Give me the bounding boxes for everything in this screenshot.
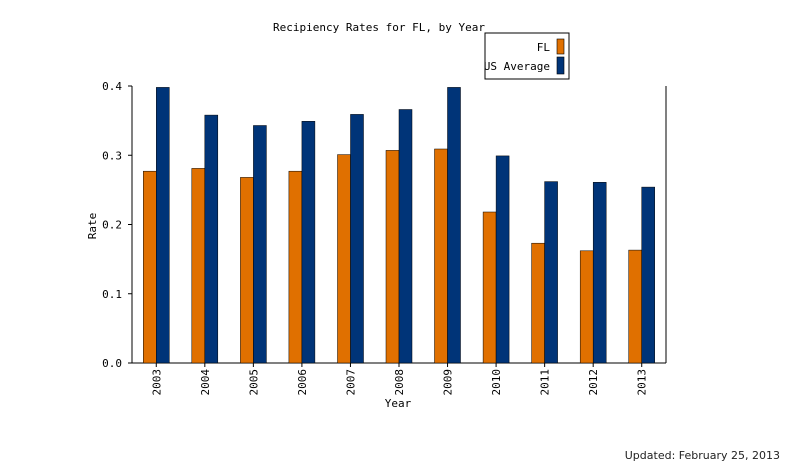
bar-fl	[337, 154, 351, 364]
bar-us-average	[544, 181, 558, 364]
x-tick-label: 2005	[247, 369, 260, 396]
legend-swatch-us-average	[556, 56, 565, 75]
bar-us-average	[301, 121, 316, 364]
bar-fl	[191, 168, 206, 364]
bar-fl	[482, 211, 497, 364]
bar-chart: Recipiency Rates for FL, by Year 0.00.10…	[86, 21, 667, 410]
bar-us-average	[204, 114, 219, 364]
chart-title: Recipiency Rates for FL, by Year	[273, 21, 485, 34]
updated-timestamp: Updated: February 25, 2013	[624, 449, 780, 462]
bar-fl	[579, 250, 594, 364]
bar-us-average	[641, 186, 655, 364]
bar-fl	[531, 242, 545, 364]
bar-fl	[288, 170, 303, 364]
x-tick-label: 2013	[636, 369, 649, 396]
y-tick-label: 0.1	[102, 288, 122, 301]
x-tick-label: 2012	[587, 369, 600, 396]
x-axis-ticks: 2003 2004 2005 2006 2007 2008 2009 2010 2011 2012…	[150, 363, 649, 396]
legend: FL US Average	[484, 32, 570, 80]
y-tick-label: 0.3	[102, 149, 122, 162]
x-tick-label: 2008	[393, 369, 406, 396]
y-tick-label: 0.4	[102, 80, 122, 93]
bar-us-average	[350, 114, 364, 364]
x-tick-label: 2007	[345, 369, 358, 396]
legend-label-fl: FL	[537, 41, 551, 54]
x-tick-label: 2009	[442, 369, 455, 396]
bar-us-average	[592, 182, 607, 364]
y-axis-ticks: 0.0 0.1 0.2 0.3 0.4	[102, 80, 132, 370]
bar-fl	[385, 150, 400, 364]
y-tick-label: 0.0	[102, 357, 122, 370]
bar-us-average	[447, 87, 461, 364]
bar-fl	[240, 177, 254, 364]
legend-box	[484, 32, 570, 80]
footer	[0, 430, 786, 466]
bar-fl	[434, 148, 448, 364]
bar-us-average	[398, 109, 413, 364]
bar-us-average	[156, 87, 170, 364]
y-tick-label: 0.2	[102, 219, 122, 232]
x-tick-label: 2003	[150, 369, 163, 396]
legend-label-us-average: US Average	[484, 60, 550, 73]
bar-us-average	[495, 155, 510, 364]
bars	[143, 87, 655, 364]
x-tick-label: 2006	[296, 369, 309, 396]
bar-fl	[628, 249, 642, 364]
legend-swatch-fl	[556, 38, 565, 55]
bar-fl	[143, 170, 157, 364]
x-tick-label: 2004	[199, 369, 212, 396]
x-tick-label: 2011	[539, 369, 552, 396]
chart-panel: Recipiency Rates for FL, by Year 0.0 0.1 0…	[86, 21, 667, 410]
x-tick-label: 2010	[490, 369, 503, 396]
y-axis-label: Rate	[86, 213, 99, 240]
bar-us-average	[253, 125, 267, 364]
x-axis-label: Year	[385, 397, 412, 410]
